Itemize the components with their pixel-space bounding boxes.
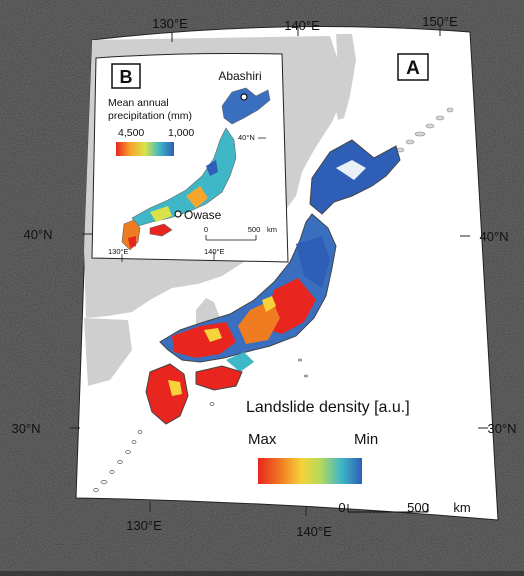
yellow-zone-2 <box>204 328 222 342</box>
chugoku-high <box>172 322 236 358</box>
inset-hokkaido <box>221 87 271 125</box>
inset-lon-label-130: 130°E <box>108 247 129 256</box>
ryukyu-islands <box>93 358 308 492</box>
sakhalin <box>334 34 356 120</box>
inset-honshu <box>131 127 237 227</box>
shikoku <box>195 365 243 391</box>
owase-label: Owase <box>184 208 222 222</box>
yellow-zone-3 <box>168 380 182 396</box>
lat-label-right-30: 30°N <box>487 421 516 436</box>
panel-b-label: B <box>120 67 133 87</box>
panel-a-box <box>397 53 429 81</box>
inset-scale-unit: km <box>267 225 277 234</box>
inset-shikoku <box>149 223 173 237</box>
legend-title: Landslide density [a.u.] <box>246 399 410 416</box>
inset-scale-zero: 0 <box>204 225 208 234</box>
lon-label-top-130: 130°E <box>152 16 188 31</box>
inset-mid-zone <box>150 206 172 222</box>
kinki-mid <box>238 300 280 344</box>
lat-label-left-30: 30°N <box>11 421 40 436</box>
cyan-zone <box>226 352 254 372</box>
china-coast <box>84 318 132 386</box>
lon-label-bottom-130: 130°E <box>126 518 162 533</box>
inset-high-zone-2 <box>128 236 136 248</box>
inset-high-zone-1 <box>186 186 208 208</box>
panel-a-label: A <box>406 58 420 79</box>
inset-scale-value: 500 <box>248 225 261 234</box>
hokkaido-low-area <box>336 160 366 180</box>
inset-legend-max: 4,500 <box>118 127 144 139</box>
panel-b-box <box>111 63 141 89</box>
abashiri-label: Abashiri <box>218 69 261 83</box>
inset-map: B Mean annual precipitation (mm) 4,500 1… <box>91 53 289 263</box>
inset-lat-label-40: 40°N <box>238 133 255 142</box>
inset-legend-min: 1,000 <box>168 127 194 139</box>
inset-legend-color-bar <box>116 142 174 156</box>
kuril-islands <box>395 107 454 153</box>
owase-marker <box>174 210 182 218</box>
scale-bar-unit: km <box>453 500 470 515</box>
inset-lon-label-140: 140°E <box>204 247 225 256</box>
tohoku-low <box>296 236 330 288</box>
scale-bar-value: 500 <box>407 500 429 515</box>
scale-bar <box>347 504 429 513</box>
lon-label-bottom-140: 140°E <box>296 524 332 539</box>
inset-low-zone <box>206 160 218 176</box>
lon-label-top-150: 150°E <box>422 14 458 29</box>
lat-label-left-40: 40°N <box>23 227 52 242</box>
kyushu <box>145 363 189 425</box>
inset-legend-title-line2: precipitation (mm) <box>108 110 192 122</box>
inset-scale-bar <box>205 235 257 241</box>
lon-label-top-140: 140°E <box>284 18 320 33</box>
legend-min-label: Min <box>354 431 378 448</box>
scale-bar-zero: 0 <box>338 500 345 515</box>
legend-color-bar <box>258 458 362 484</box>
lat-label-right-40: 40°N <box>479 229 508 244</box>
inset-ticks <box>121 137 266 262</box>
yellow-zone-1 <box>262 296 276 312</box>
abashiri-marker <box>240 93 248 101</box>
graticule-ticks <box>70 26 488 516</box>
legend-max-label: Max <box>248 431 277 448</box>
inset-legend-title-line1: Mean annual <box>108 97 169 109</box>
